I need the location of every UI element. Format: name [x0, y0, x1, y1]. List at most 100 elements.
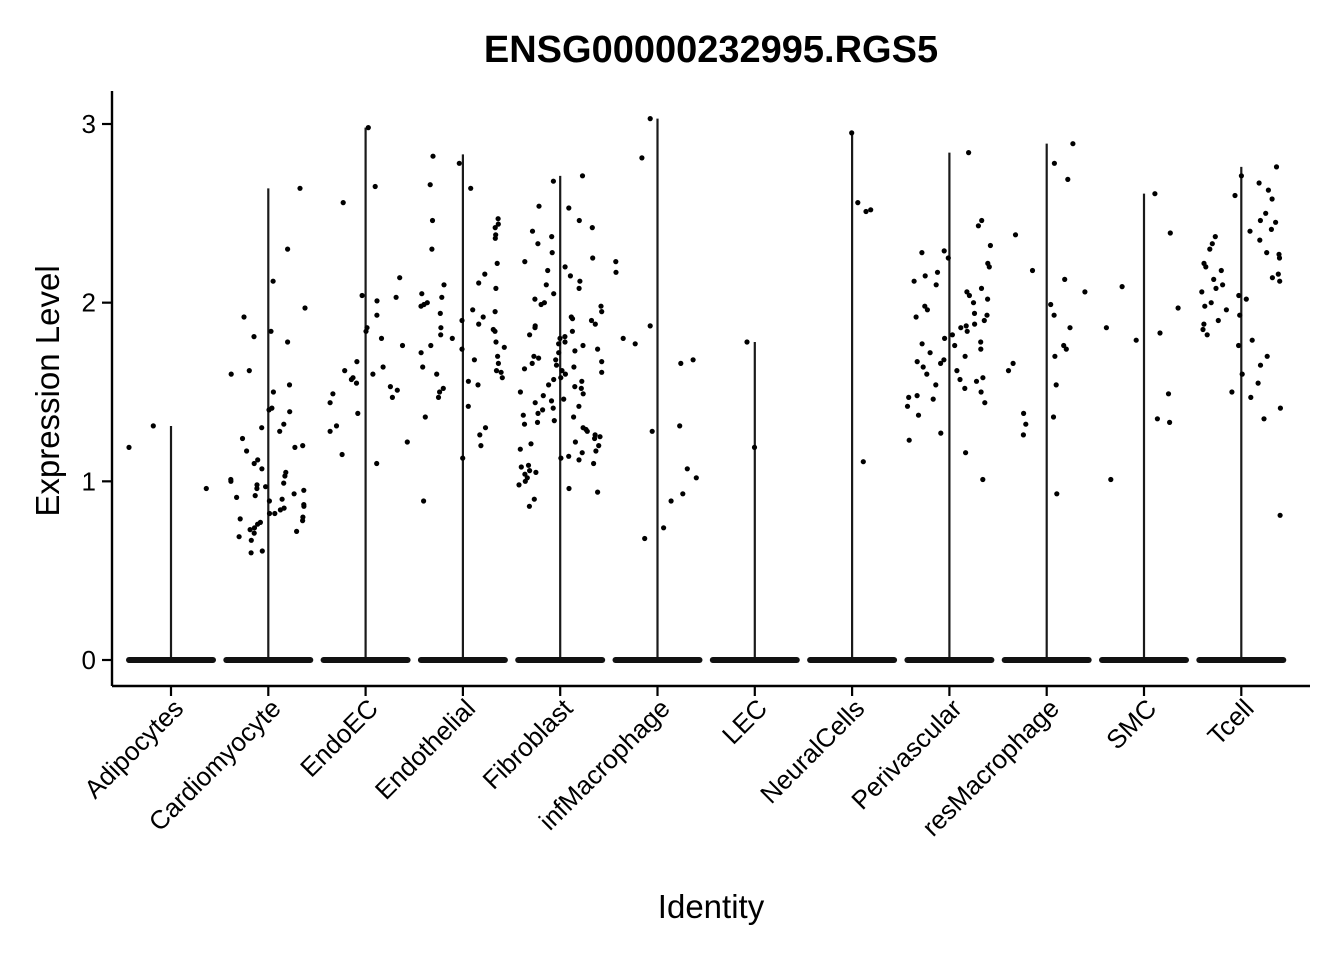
point-tcell — [1229, 389, 1235, 395]
point-smc — [1119, 284, 1125, 290]
point-cardiomyocyte — [237, 516, 243, 522]
point-perivascular — [941, 357, 947, 363]
point-resmacrophage — [1063, 346, 1069, 352]
point-cardiomyocyte — [248, 550, 254, 556]
point-cardiomyocyte — [259, 466, 265, 472]
point-tcell — [1209, 241, 1215, 247]
point-perivascular — [938, 360, 944, 366]
point-perivascular — [987, 242, 994, 249]
point-resmacrophage — [1023, 421, 1029, 427]
point-tcell — [1264, 353, 1270, 359]
point-perivascular — [986, 264, 992, 270]
point-fibroblast — [576, 403, 582, 409]
point-cardiomyocyte — [239, 435, 246, 442]
point-resmacrophage — [1067, 325, 1073, 331]
point-endothelial — [439, 294, 445, 300]
point-endothelial — [418, 350, 424, 356]
point-cardiomyocyte — [297, 185, 303, 191]
point-cardiomyocyte — [281, 421, 287, 427]
point-cardiomyocyte — [294, 528, 300, 535]
y-tick-label: 2 — [82, 288, 96, 318]
point-tcell — [1268, 226, 1274, 232]
point-endothelial — [493, 339, 499, 345]
point-endothelial — [468, 185, 474, 191]
point-endoec — [355, 410, 361, 416]
point-infmacrophage — [649, 428, 655, 434]
point-endoec — [393, 294, 399, 300]
point-endothelial — [495, 360, 501, 366]
point-endoec — [380, 364, 386, 370]
x-tick-label-smc: SMC — [1100, 693, 1162, 755]
point-cardiomyocyte — [263, 484, 269, 490]
point-fibroblast — [558, 455, 564, 461]
point-perivascular — [964, 328, 970, 334]
point-perivascular — [934, 269, 941, 275]
point-fibroblast — [527, 468, 533, 474]
point-infmacrophage — [613, 269, 619, 275]
point-cardiomyocyte — [270, 389, 276, 395]
point-resmacrophage — [1012, 232, 1019, 238]
point-tcell — [1239, 371, 1245, 377]
point-fibroblast — [548, 398, 555, 404]
point-cardiomyocyte — [228, 371, 234, 377]
point-perivascular — [957, 376, 963, 383]
point-tcell — [1237, 312, 1243, 318]
point-infmacrophage — [677, 423, 683, 429]
point-endothelial — [493, 285, 499, 291]
point-cardiomyocyte — [301, 487, 307, 493]
point-perivascular — [980, 476, 986, 483]
point-endothelial — [456, 160, 462, 166]
point-fibroblast — [525, 462, 532, 468]
point-tcell — [1223, 307, 1229, 313]
point-perivascular — [919, 341, 925, 347]
point-infmacrophage — [613, 259, 619, 265]
point-endoec — [339, 451, 345, 458]
point-perivascular — [962, 353, 968, 359]
point-smc — [1103, 325, 1109, 331]
point-fibroblast — [528, 441, 534, 447]
point-tcell — [1215, 317, 1221, 324]
point-endothelial — [465, 378, 471, 384]
point-fibroblast — [531, 353, 537, 359]
point-fibroblast — [536, 203, 542, 209]
point-endoec — [389, 394, 395, 400]
point-fibroblast — [532, 400, 538, 406]
point-infmacrophage — [690, 357, 696, 363]
x-tick-label-lec: LEC — [716, 693, 773, 750]
point-perivascular — [933, 282, 939, 288]
point-fibroblast — [545, 267, 551, 274]
point-fibroblast — [532, 296, 538, 302]
point-fibroblast — [572, 384, 578, 390]
point-resmacrophage — [1054, 491, 1060, 497]
point-fibroblast — [540, 407, 546, 413]
point-fibroblast — [521, 366, 528, 372]
point-perivascular — [924, 371, 930, 377]
point-endoec — [374, 312, 380, 318]
point-tcell — [1255, 380, 1261, 386]
point-endoec — [378, 335, 385, 341]
point-fibroblast — [576, 217, 582, 224]
point-fibroblast — [518, 464, 524, 470]
x-tick-label-fibroblast: Fibroblast — [477, 692, 579, 794]
point-cardiomyocyte — [251, 334, 257, 340]
y-tick-label: 0 — [82, 645, 96, 675]
point-fibroblast — [580, 342, 586, 349]
point-resmacrophage — [1020, 432, 1026, 438]
point-endothelial — [475, 382, 481, 388]
point-endothelial — [495, 216, 501, 222]
point-endothelial — [459, 346, 465, 352]
point-tcell — [1243, 296, 1249, 302]
point-smc — [1108, 476, 1114, 483]
point-perivascular — [906, 394, 912, 400]
point-fibroblast — [562, 334, 568, 340]
point-endothelial — [430, 153, 436, 159]
point-endoec — [327, 400, 333, 406]
point-infmacrophage — [632, 341, 638, 347]
point-perivascular — [922, 303, 928, 309]
point-endothelial — [421, 301, 427, 308]
point-tcell — [1261, 416, 1267, 422]
point-endothelial — [476, 321, 482, 327]
point-endothelial — [498, 369, 504, 375]
point-cardiomyocyte — [291, 491, 297, 497]
